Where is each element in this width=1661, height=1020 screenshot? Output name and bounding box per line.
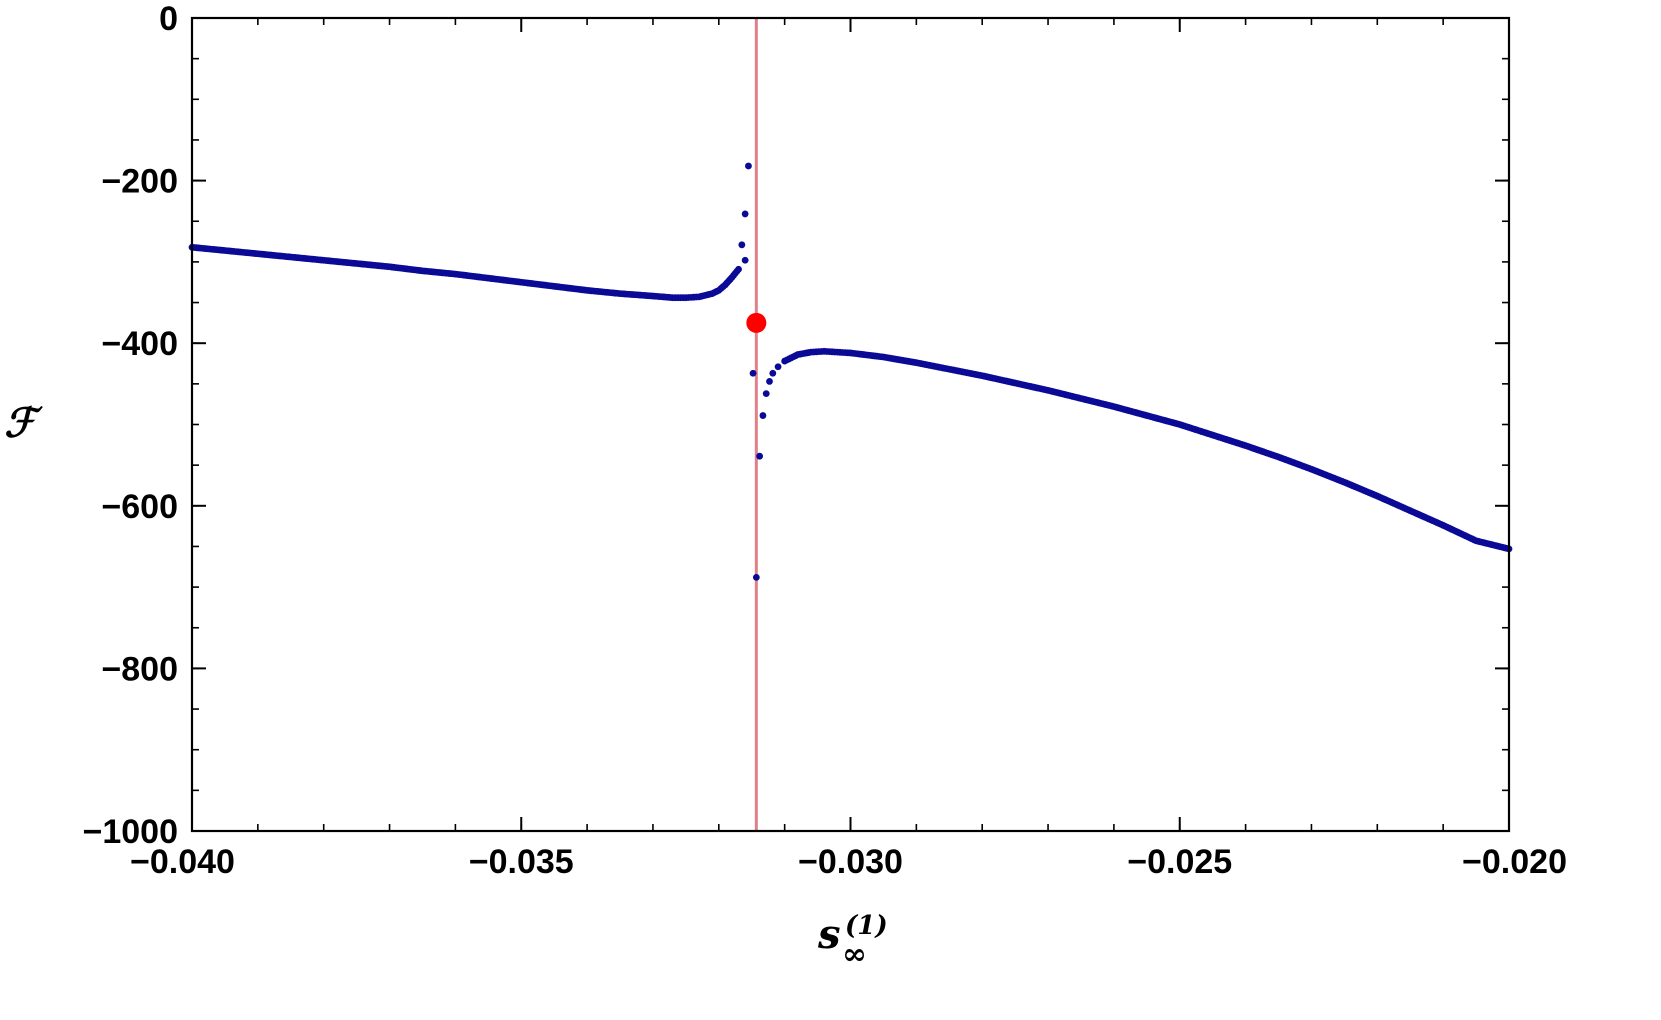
data-point (735, 265, 742, 273)
major-ticks (191, 17, 1510, 832)
data-point (749, 369, 757, 377)
y-tick-label: −1000 (83, 813, 179, 851)
x-tick-label: −0.020 (1462, 843, 1567, 881)
tick-labels: −0.040 −0.035 −0.030 −0.025 −0.020 0 −200 −400 −… (83, 0, 1568, 881)
data-point (741, 210, 749, 218)
data-points (188, 162, 1513, 581)
x-axis-label-subscript: ∞ (842, 937, 867, 972)
highlight-point (746, 312, 767, 333)
data-point (762, 390, 770, 398)
x-tick-label: −0.025 (1127, 843, 1232, 881)
x-tick-label: −0.035 (469, 843, 574, 881)
y-tick-label: −200 (101, 163, 178, 201)
data-point (752, 573, 760, 581)
data-point (759, 412, 767, 419)
x-axis-label-base: s (817, 911, 841, 958)
minor-ticks (191, 17, 1510, 832)
y-tick-label: −400 (101, 325, 178, 363)
data-point (769, 369, 777, 377)
y-tick-label: 0 (159, 0, 178, 38)
y-axis-label: ℱ (4, 400, 43, 447)
data-point (756, 452, 764, 460)
data-point (738, 241, 746, 249)
data-point (745, 162, 752, 170)
data-point (766, 378, 773, 385)
data-point (741, 256, 749, 264)
y-tick-label: −600 (101, 488, 178, 526)
x-tick-label: −0.030 (798, 843, 903, 881)
x-tick-label: −0.040 (130, 843, 235, 881)
data-point (774, 363, 782, 371)
y-tick-label: −800 (101, 650, 178, 688)
x-axis-label: s (817, 911, 841, 958)
x-axis-label-superscript: (1) (845, 911, 888, 941)
plot-frame (190, 16, 1511, 833)
